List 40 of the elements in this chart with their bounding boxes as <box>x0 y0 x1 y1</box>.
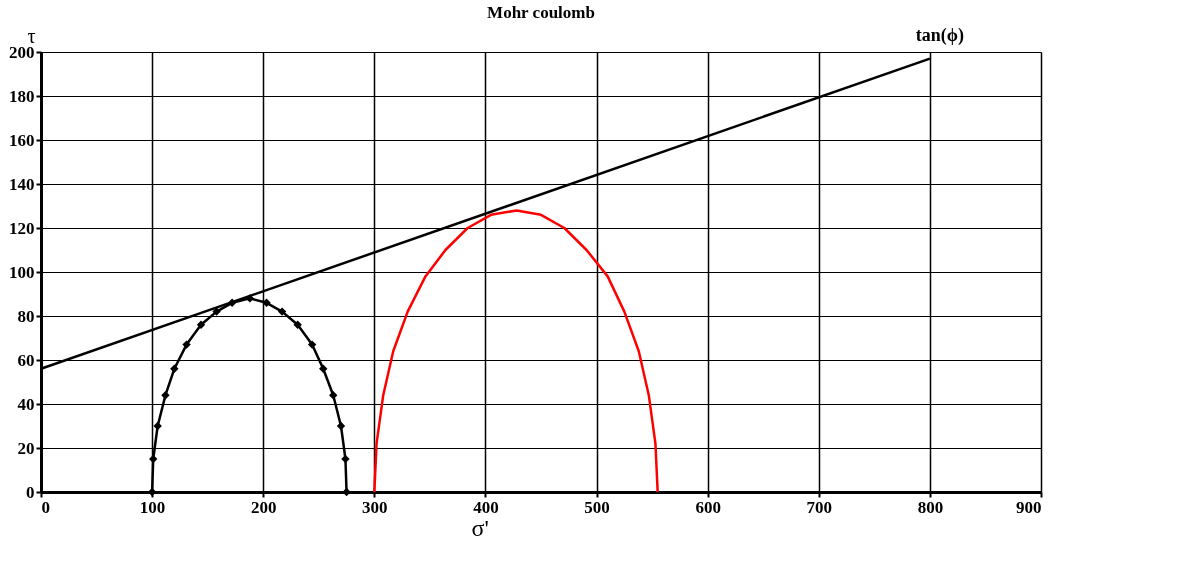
point <box>161 391 170 400</box>
point <box>342 487 351 497</box>
y-tick-label: 40 <box>17 394 35 414</box>
point <box>277 307 287 316</box>
x-tick-label: 300 <box>362 497 388 517</box>
y-tick-label: 60 <box>17 350 35 370</box>
x-tick-label: 200 <box>250 497 277 517</box>
point <box>170 364 179 373</box>
point <box>182 340 191 349</box>
y-tick-label: 80 <box>17 306 35 326</box>
y-tick-label: 180 <box>9 86 35 106</box>
x-tick-label: 800 <box>917 497 944 517</box>
chart-title: Mohr coulomb <box>487 3 595 22</box>
point <box>319 364 328 373</box>
point <box>196 320 206 329</box>
line-series <box>373 209 659 494</box>
x-tick-label: 500 <box>584 497 610 517</box>
x-tick-label: 600 <box>695 497 721 517</box>
point <box>341 454 350 464</box>
x-tick-label: 700 <box>806 497 833 517</box>
x-tick-label: 400 <box>473 497 499 517</box>
point <box>329 391 338 400</box>
point <box>212 307 221 316</box>
y-tick-label: 20 <box>17 438 35 458</box>
x-tick-label: 900 <box>1016 497 1042 517</box>
point <box>293 320 302 329</box>
y-tick-label: 100 <box>9 262 35 282</box>
annotation: tan(ϕ) <box>915 24 965 46</box>
x-tick-label: 100 <box>139 497 166 517</box>
y-tick-label: 120 <box>9 218 35 238</box>
y-tick-label: 0 <box>26 482 35 502</box>
point <box>336 421 346 431</box>
x-tick-label: 0 <box>41 497 50 517</box>
point <box>153 421 162 431</box>
y-tick-label: 140 <box>9 174 35 194</box>
y-tick-label: 160 <box>9 130 35 150</box>
point <box>227 298 237 307</box>
x-axis-title: σ' <box>471 514 489 541</box>
point <box>307 340 317 349</box>
point <box>262 298 271 307</box>
